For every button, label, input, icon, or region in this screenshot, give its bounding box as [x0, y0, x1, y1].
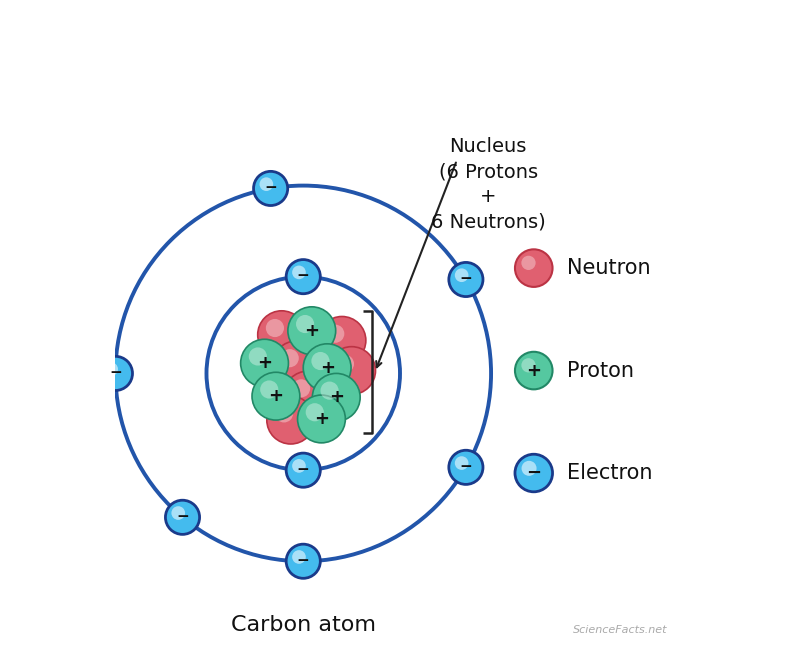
Circle shape	[515, 249, 553, 287]
Circle shape	[292, 550, 306, 564]
Circle shape	[336, 355, 354, 373]
Circle shape	[296, 315, 314, 333]
Circle shape	[249, 347, 267, 366]
Circle shape	[286, 544, 320, 578]
Circle shape	[258, 311, 306, 359]
Circle shape	[275, 404, 293, 422]
Circle shape	[522, 358, 536, 372]
Circle shape	[455, 268, 469, 282]
Circle shape	[104, 363, 118, 376]
Circle shape	[312, 373, 360, 421]
Circle shape	[98, 357, 133, 390]
Text: +: +	[269, 387, 283, 405]
Circle shape	[522, 461, 537, 476]
Circle shape	[328, 347, 375, 395]
Text: −: −	[459, 459, 472, 474]
Circle shape	[292, 379, 310, 397]
Text: −: −	[459, 271, 472, 286]
Text: −: −	[526, 464, 542, 482]
Circle shape	[455, 456, 469, 470]
Text: −: −	[109, 365, 122, 380]
Text: +: +	[314, 410, 329, 428]
Circle shape	[449, 263, 483, 297]
Text: Structure of Atom: Structure of Atom	[118, 17, 682, 72]
Text: Proton: Proton	[566, 361, 634, 380]
Circle shape	[267, 396, 314, 444]
Text: Neutron: Neutron	[566, 258, 650, 278]
Circle shape	[166, 500, 199, 534]
Text: −: −	[297, 553, 310, 568]
Text: +: +	[257, 354, 272, 372]
Text: Carbon atom: Carbon atom	[230, 615, 376, 635]
Text: Electron: Electron	[566, 463, 652, 483]
Circle shape	[286, 453, 320, 487]
Circle shape	[286, 259, 320, 293]
Text: +: +	[320, 359, 334, 377]
Text: −: −	[264, 180, 277, 195]
Circle shape	[292, 266, 306, 279]
Circle shape	[241, 340, 289, 387]
Circle shape	[298, 395, 346, 443]
Circle shape	[515, 454, 553, 492]
Text: −: −	[176, 509, 189, 524]
Circle shape	[273, 341, 320, 389]
Circle shape	[515, 352, 553, 390]
Circle shape	[288, 307, 336, 355]
Circle shape	[321, 382, 338, 399]
Text: −: −	[297, 268, 310, 284]
Circle shape	[281, 349, 299, 367]
Circle shape	[292, 459, 306, 472]
Circle shape	[522, 256, 536, 270]
Circle shape	[303, 344, 351, 392]
Text: +: +	[304, 322, 319, 340]
Text: +: +	[329, 388, 344, 407]
Circle shape	[252, 372, 300, 420]
Circle shape	[311, 352, 330, 370]
Circle shape	[171, 506, 185, 520]
Circle shape	[318, 316, 366, 365]
Circle shape	[266, 319, 284, 337]
Text: Nucleus
(6 Protons
+
6 Neutrons): Nucleus (6 Protons + 6 Neutrons)	[431, 138, 546, 231]
Circle shape	[306, 403, 324, 421]
Text: −: −	[297, 462, 310, 477]
Circle shape	[284, 371, 332, 419]
Text: +: +	[526, 361, 542, 380]
Circle shape	[254, 171, 288, 205]
Circle shape	[449, 450, 483, 484]
Circle shape	[326, 324, 344, 343]
Circle shape	[260, 380, 278, 399]
Circle shape	[259, 178, 273, 191]
Text: ScienceFacts.net: ScienceFacts.net	[573, 625, 667, 635]
